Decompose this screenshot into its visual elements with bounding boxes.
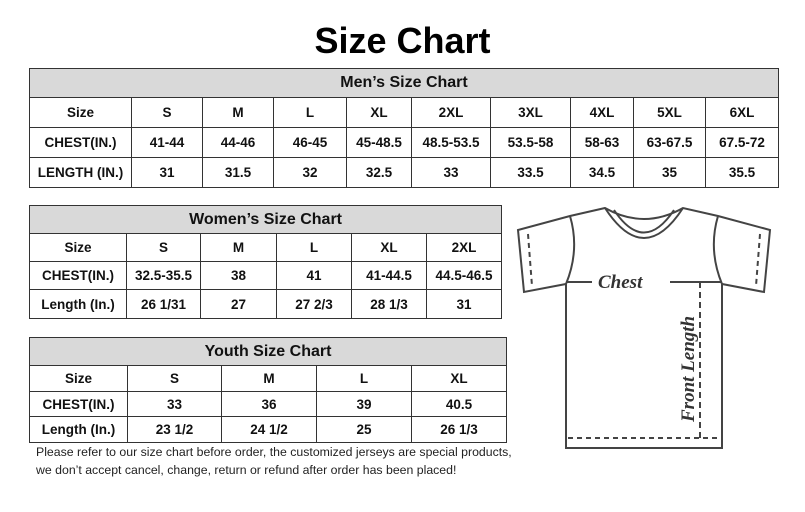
table-cell: 67.5-72 (705, 127, 779, 158)
table-cell: 23 1/2 (127, 416, 222, 443)
note-line: Please refer to our size chart before or… (36, 445, 512, 459)
row-label: Size (29, 233, 127, 262)
row-label: Size (29, 365, 128, 392)
table-cell: L (316, 365, 412, 392)
tshirt-diagram: Chest Front Length (516, 206, 772, 449)
table-cell: S (126, 233, 201, 262)
table-cell: 34.5 (570, 157, 634, 188)
table-cell: M (221, 365, 317, 392)
table-cell: 39 (316, 391, 412, 417)
table-cell: 33 (127, 391, 222, 417)
table-cell: 48.5-53.5 (411, 127, 491, 158)
table-row: CHEST(IN.) 32.5-35.5 38 41 41-44.5 44.5-46.5 (29, 261, 503, 290)
order-note: Please refer to our size chart before or… (36, 443, 512, 479)
table-cell: 44-46 (202, 127, 274, 158)
note-line: we don’t accept cancel, change, return o… (36, 463, 457, 477)
table-cell: 46-45 (273, 127, 347, 158)
table-cell: 25 (316, 416, 412, 443)
table-cell: 58-63 (570, 127, 634, 158)
table-row: CHEST(IN.) 41-44 44-46 46-45 45-48.5 48.5-53.… (29, 127, 779, 158)
table-cell: XL (346, 97, 412, 128)
table-row: Length (In.) 26 1/31 27 27 2/3 28 1/3 31 (29, 289, 503, 319)
table-cell: 32 (273, 157, 347, 188)
table-cell: L (273, 97, 347, 128)
table-cell: M (202, 97, 274, 128)
shirt-outline (516, 206, 772, 449)
table-cell: 3XL (490, 97, 571, 128)
table-cell: 53.5-58 (490, 127, 571, 158)
table-cell: 33 (411, 157, 491, 188)
table-cell: 45-48.5 (346, 127, 412, 158)
table-cell: 35.5 (705, 157, 779, 188)
table-cell: 41-44 (131, 127, 203, 158)
row-label: LENGTH (IN.) (29, 157, 132, 188)
table-heading: Women’s Size Chart (28, 205, 503, 234)
table-cell: 2XL (411, 97, 491, 128)
table-cell: 33.5 (490, 157, 571, 188)
table-row: Size S M L XL 2XL 3XL 4XL 5XL 6XL (29, 97, 779, 128)
table-cell: 26 1/3 (410, 416, 508, 443)
row-label: CHEST(IN.) (29, 391, 128, 417)
table-cell: 44.5-46.5 (425, 261, 503, 290)
table-cell: 41-44.5 (351, 261, 427, 290)
table-cell: 38 (200, 261, 277, 290)
table-row: Size S M L XL 2XL (29, 233, 503, 262)
row-label: Length (In.) (29, 289, 127, 319)
table-cell: M (200, 233, 277, 262)
womens-size-table: Women’s Size Chart Size S M L XL 2XL CHEST(IN.)… (28, 205, 503, 319)
shirt-collar (604, 207, 684, 239)
table-cell: 31.5 (202, 157, 274, 188)
row-label: Size (29, 97, 132, 128)
front-length-label: Front Length (678, 316, 699, 423)
table-cell: S (127, 365, 222, 392)
table-cell: 63-67.5 (633, 127, 706, 158)
table-cell: 32.5-35.5 (126, 261, 201, 290)
row-label: Length (In.) (29, 416, 128, 443)
table-cell: 32.5 (346, 157, 412, 188)
table-cell: 27 (200, 289, 277, 319)
table-cell: XL (410, 365, 508, 392)
mens-size-table: Men’s Size Chart Size S M L XL 2XL 3XL 4XL 5XL 6XL… (29, 68, 779, 188)
table-cell: 24 1/2 (221, 416, 317, 443)
table-cell: 35 (633, 157, 706, 188)
row-label: CHEST(IN.) (29, 261, 127, 290)
table-heading: Youth Size Chart (28, 337, 508, 366)
page-title: Size Chart (314, 20, 491, 61)
table-heading: Men’s Size Chart (29, 68, 779, 98)
table-row: LENGTH (IN.) 31 31.5 32 32.5 33 33.5 34.5 35 35.5 (29, 157, 779, 188)
table-row: Length (In.) 23 1/2 24 1/2 25 26 1/3 (29, 416, 508, 443)
table-cell: 27 2/3 (276, 289, 352, 319)
table-cell: L (276, 233, 352, 262)
table-cell: 2XL (425, 233, 503, 262)
table-cell: 26 1/31 (126, 289, 201, 319)
table-cell: 40.5 (410, 391, 508, 417)
table-cell: 31 (425, 289, 503, 319)
table-cell: 41 (276, 261, 352, 290)
table-row: CHEST(IN.) 33 36 39 40.5 (29, 391, 508, 417)
row-label: CHEST(IN.) (29, 127, 132, 158)
table-cell: 31 (131, 157, 203, 188)
chest-label: Chest (598, 272, 643, 293)
table-row: Size S M L XL (29, 365, 508, 392)
table-cell: XL (351, 233, 427, 262)
table-cell: 6XL (705, 97, 779, 128)
table-cell: 28 1/3 (351, 289, 427, 319)
youth-size-table: Youth Size Chart Size S M L XL CHEST(IN.) 33 36 3… (28, 337, 508, 443)
table-cell: 4XL (570, 97, 634, 128)
table-cell: 36 (221, 391, 317, 417)
table-cell: 5XL (633, 97, 706, 128)
table-cell: S (131, 97, 203, 128)
